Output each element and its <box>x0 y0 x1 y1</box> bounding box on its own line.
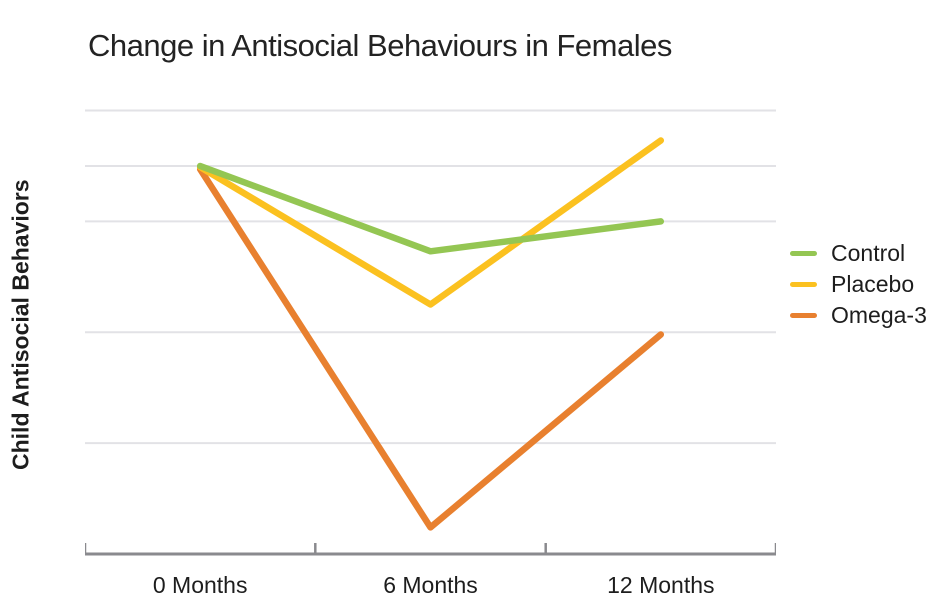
legend: Control Placebo Omega-3 <box>790 239 927 328</box>
legend-item-control: Control <box>790 239 927 266</box>
y-axis-label: Child Antisocial Behaviors <box>7 179 34 471</box>
series-line-omega3 <box>196 166 665 531</box>
legend-item-placebo: Placebo <box>790 270 927 297</box>
legend-swatch-control <box>790 250 817 256</box>
series-line-control <box>196 162 665 255</box>
legend-swatch-placebo <box>790 281 817 287</box>
x-axis-labels: 0 Months 6 Months 12 Months <box>85 572 776 599</box>
legend-label-control: Control <box>831 239 906 266</box>
x-tick-label-6-months: 6 Months <box>383 572 478 598</box>
series-line-placebo <box>196 137 665 308</box>
legend-item-omega3: Omega-3 <box>790 301 927 328</box>
legend-label-placebo: Placebo <box>831 270 915 297</box>
x-tick-label-0-months: 0 Months <box>152 572 248 598</box>
x-tick-label-12-months: 12 Months <box>607 572 715 598</box>
plot-area <box>85 109 776 556</box>
chart-title: Change in Antisocial Behaviours in Femal… <box>88 28 672 63</box>
legend-swatch-omega3 <box>790 312 817 318</box>
legend-label-omega3: Omega-3 <box>831 301 927 328</box>
